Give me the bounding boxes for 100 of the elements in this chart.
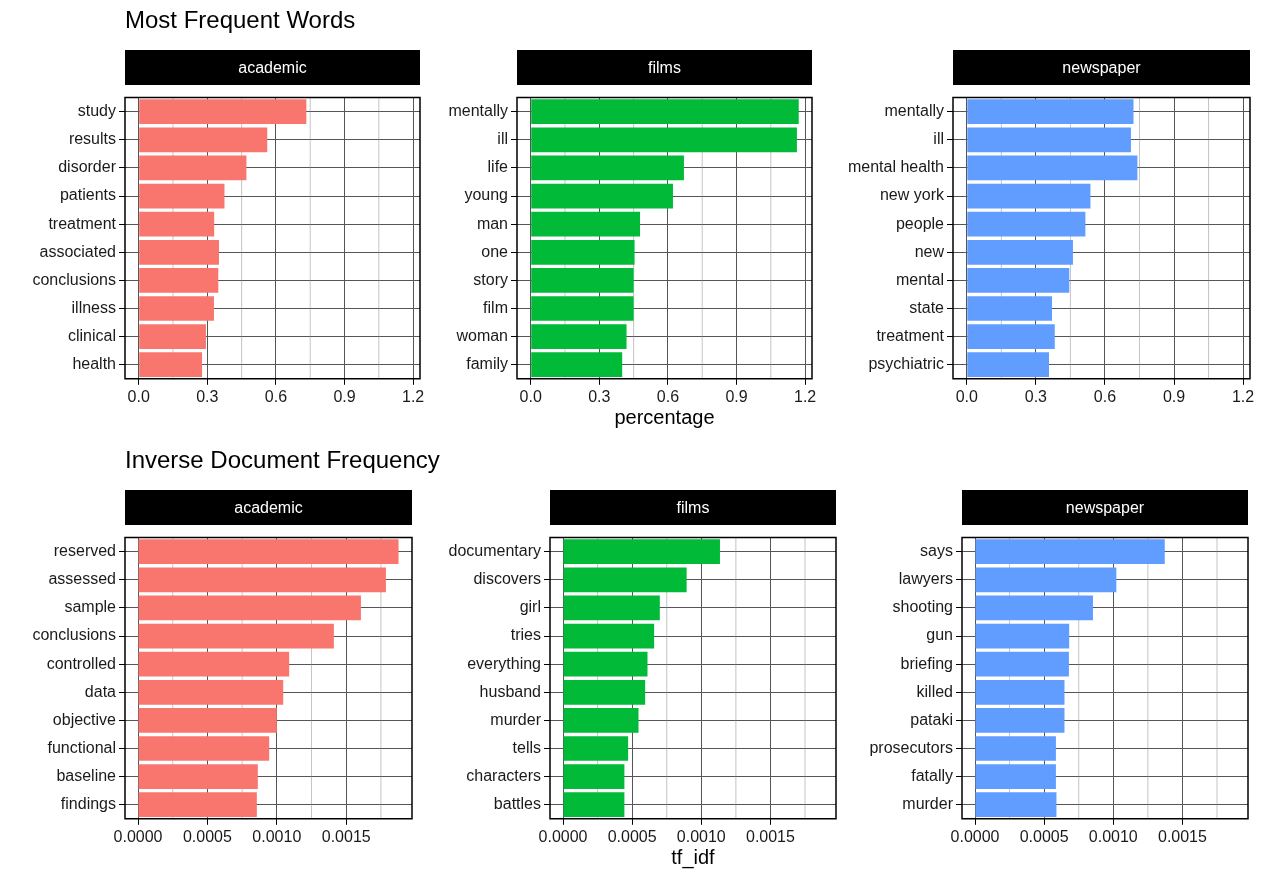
x-tick-label: 0.6 (264, 387, 288, 405)
y-tick-label: objective (52, 710, 117, 728)
y-tick-label: patients (59, 186, 116, 204)
y-tick-label: study (77, 102, 116, 120)
bar (563, 679, 646, 705)
x-tick-label: 0.0005 (607, 827, 657, 845)
y-tick-label: ill (497, 130, 508, 148)
y-tick-label: murder (902, 795, 954, 813)
bar (967, 183, 1091, 209)
bar (138, 736, 270, 761)
chart-title: Most Frequent Words (125, 6, 356, 34)
bar (967, 211, 1086, 237)
bar (139, 155, 247, 181)
bar (139, 268, 219, 293)
bar (139, 352, 203, 378)
bar (139, 324, 206, 349)
y-tick-label: says (920, 542, 953, 560)
bar (138, 764, 258, 789)
y-tick-label: tries (510, 626, 541, 644)
chart-subtitle: newspaper (962, 490, 1248, 525)
bar (138, 595, 361, 621)
x-tick-label: 0.0010 (676, 827, 726, 845)
bar (967, 296, 1052, 321)
y-tick-label: briefing (900, 654, 953, 672)
bar (967, 324, 1055, 349)
y-tick-label: treatment (48, 214, 117, 232)
bar (139, 127, 268, 153)
bar (975, 792, 1057, 818)
y-tick-label: clinical (67, 327, 116, 345)
y-tick-label: sample (64, 598, 117, 616)
y-tick-label: documentary (448, 542, 541, 560)
x-axis-title: tf_idf (670, 846, 716, 869)
y-tick-label: treatment (876, 327, 945, 345)
x-tick-label: 0.0015 (321, 827, 371, 845)
y-tick-label: findings (60, 795, 116, 813)
bar (975, 539, 1165, 565)
bar (531, 268, 634, 293)
x-tick-label: 0.6 (1093, 387, 1117, 405)
y-tick-label: fatally (911, 767, 953, 785)
x-tick-label: 0.0005 (1019, 827, 1069, 845)
x-tick-label: 0.9 (333, 387, 356, 405)
y-tick-label: lawyers (898, 570, 953, 588)
y-tick-label: mentally (448, 102, 508, 120)
bar (563, 764, 625, 789)
x-tick-label: 1.2 (794, 387, 817, 405)
bar (138, 679, 284, 705)
chart-subtitle: films (517, 50, 812, 85)
y-tick-label: baseline (56, 767, 117, 785)
y-tick-label: life (487, 158, 509, 176)
x-tick-label: 0.0 (955, 387, 979, 405)
bar (531, 352, 623, 378)
bar (967, 155, 1138, 181)
bar (531, 324, 627, 349)
x-tick-label: 0.0015 (1157, 827, 1208, 845)
chart-title: Inverse Document Frequency (125, 446, 440, 474)
y-tick-label: discovers (473, 570, 541, 588)
y-tick-label: new (914, 242, 945, 260)
x-tick-label: 0.0010 (1088, 827, 1138, 845)
x-tick-label: 0.0000 (950, 827, 1000, 845)
bar (531, 127, 797, 153)
bar (139, 239, 219, 265)
y-tick-label: girl (519, 598, 541, 616)
y-tick-label: mental (895, 270, 944, 288)
y-tick-label: prosecutors (869, 738, 953, 756)
y-tick-label: associated (39, 242, 116, 260)
y-tick-label: battles (493, 795, 541, 813)
y-tick-label: psychiatric (868, 355, 944, 373)
bar (531, 239, 635, 265)
x-tick-label: 0.0 (519, 387, 542, 405)
bar (531, 155, 684, 181)
bar (975, 679, 1065, 705)
y-tick-label: reserved (53, 542, 116, 560)
y-tick-label: one (481, 242, 509, 260)
bar (563, 736, 629, 761)
bar (138, 651, 290, 677)
y-tick-label: ill (933, 130, 944, 148)
x-tick-label: 0.6 (656, 387, 680, 405)
x-tick-label: 0.0000 (538, 827, 588, 845)
bar (563, 595, 660, 621)
y-tick-label: mental health (847, 158, 944, 176)
y-tick-label: assessed (48, 570, 116, 588)
bar (967, 352, 1050, 378)
chart-subtitle: newspaper (953, 50, 1250, 85)
bar (139, 211, 215, 237)
bar (967, 268, 1070, 293)
y-tick-label: family (466, 355, 508, 373)
bar (563, 792, 625, 818)
chart-subtitle: academic (125, 490, 412, 525)
x-axis-title: percentage (613, 406, 716, 429)
bar (531, 99, 799, 125)
y-tick-label: murder (490, 710, 542, 728)
x-tick-label: 0.0010 (252, 827, 302, 845)
x-tick-label: 0.3 (588, 387, 611, 405)
x-tick-label: 1.2 (402, 387, 425, 405)
bar (975, 708, 1065, 733)
bar (139, 99, 307, 125)
y-tick-label: functional (47, 738, 116, 756)
bar (138, 708, 277, 733)
bar (138, 792, 257, 818)
bar (975, 623, 1070, 649)
